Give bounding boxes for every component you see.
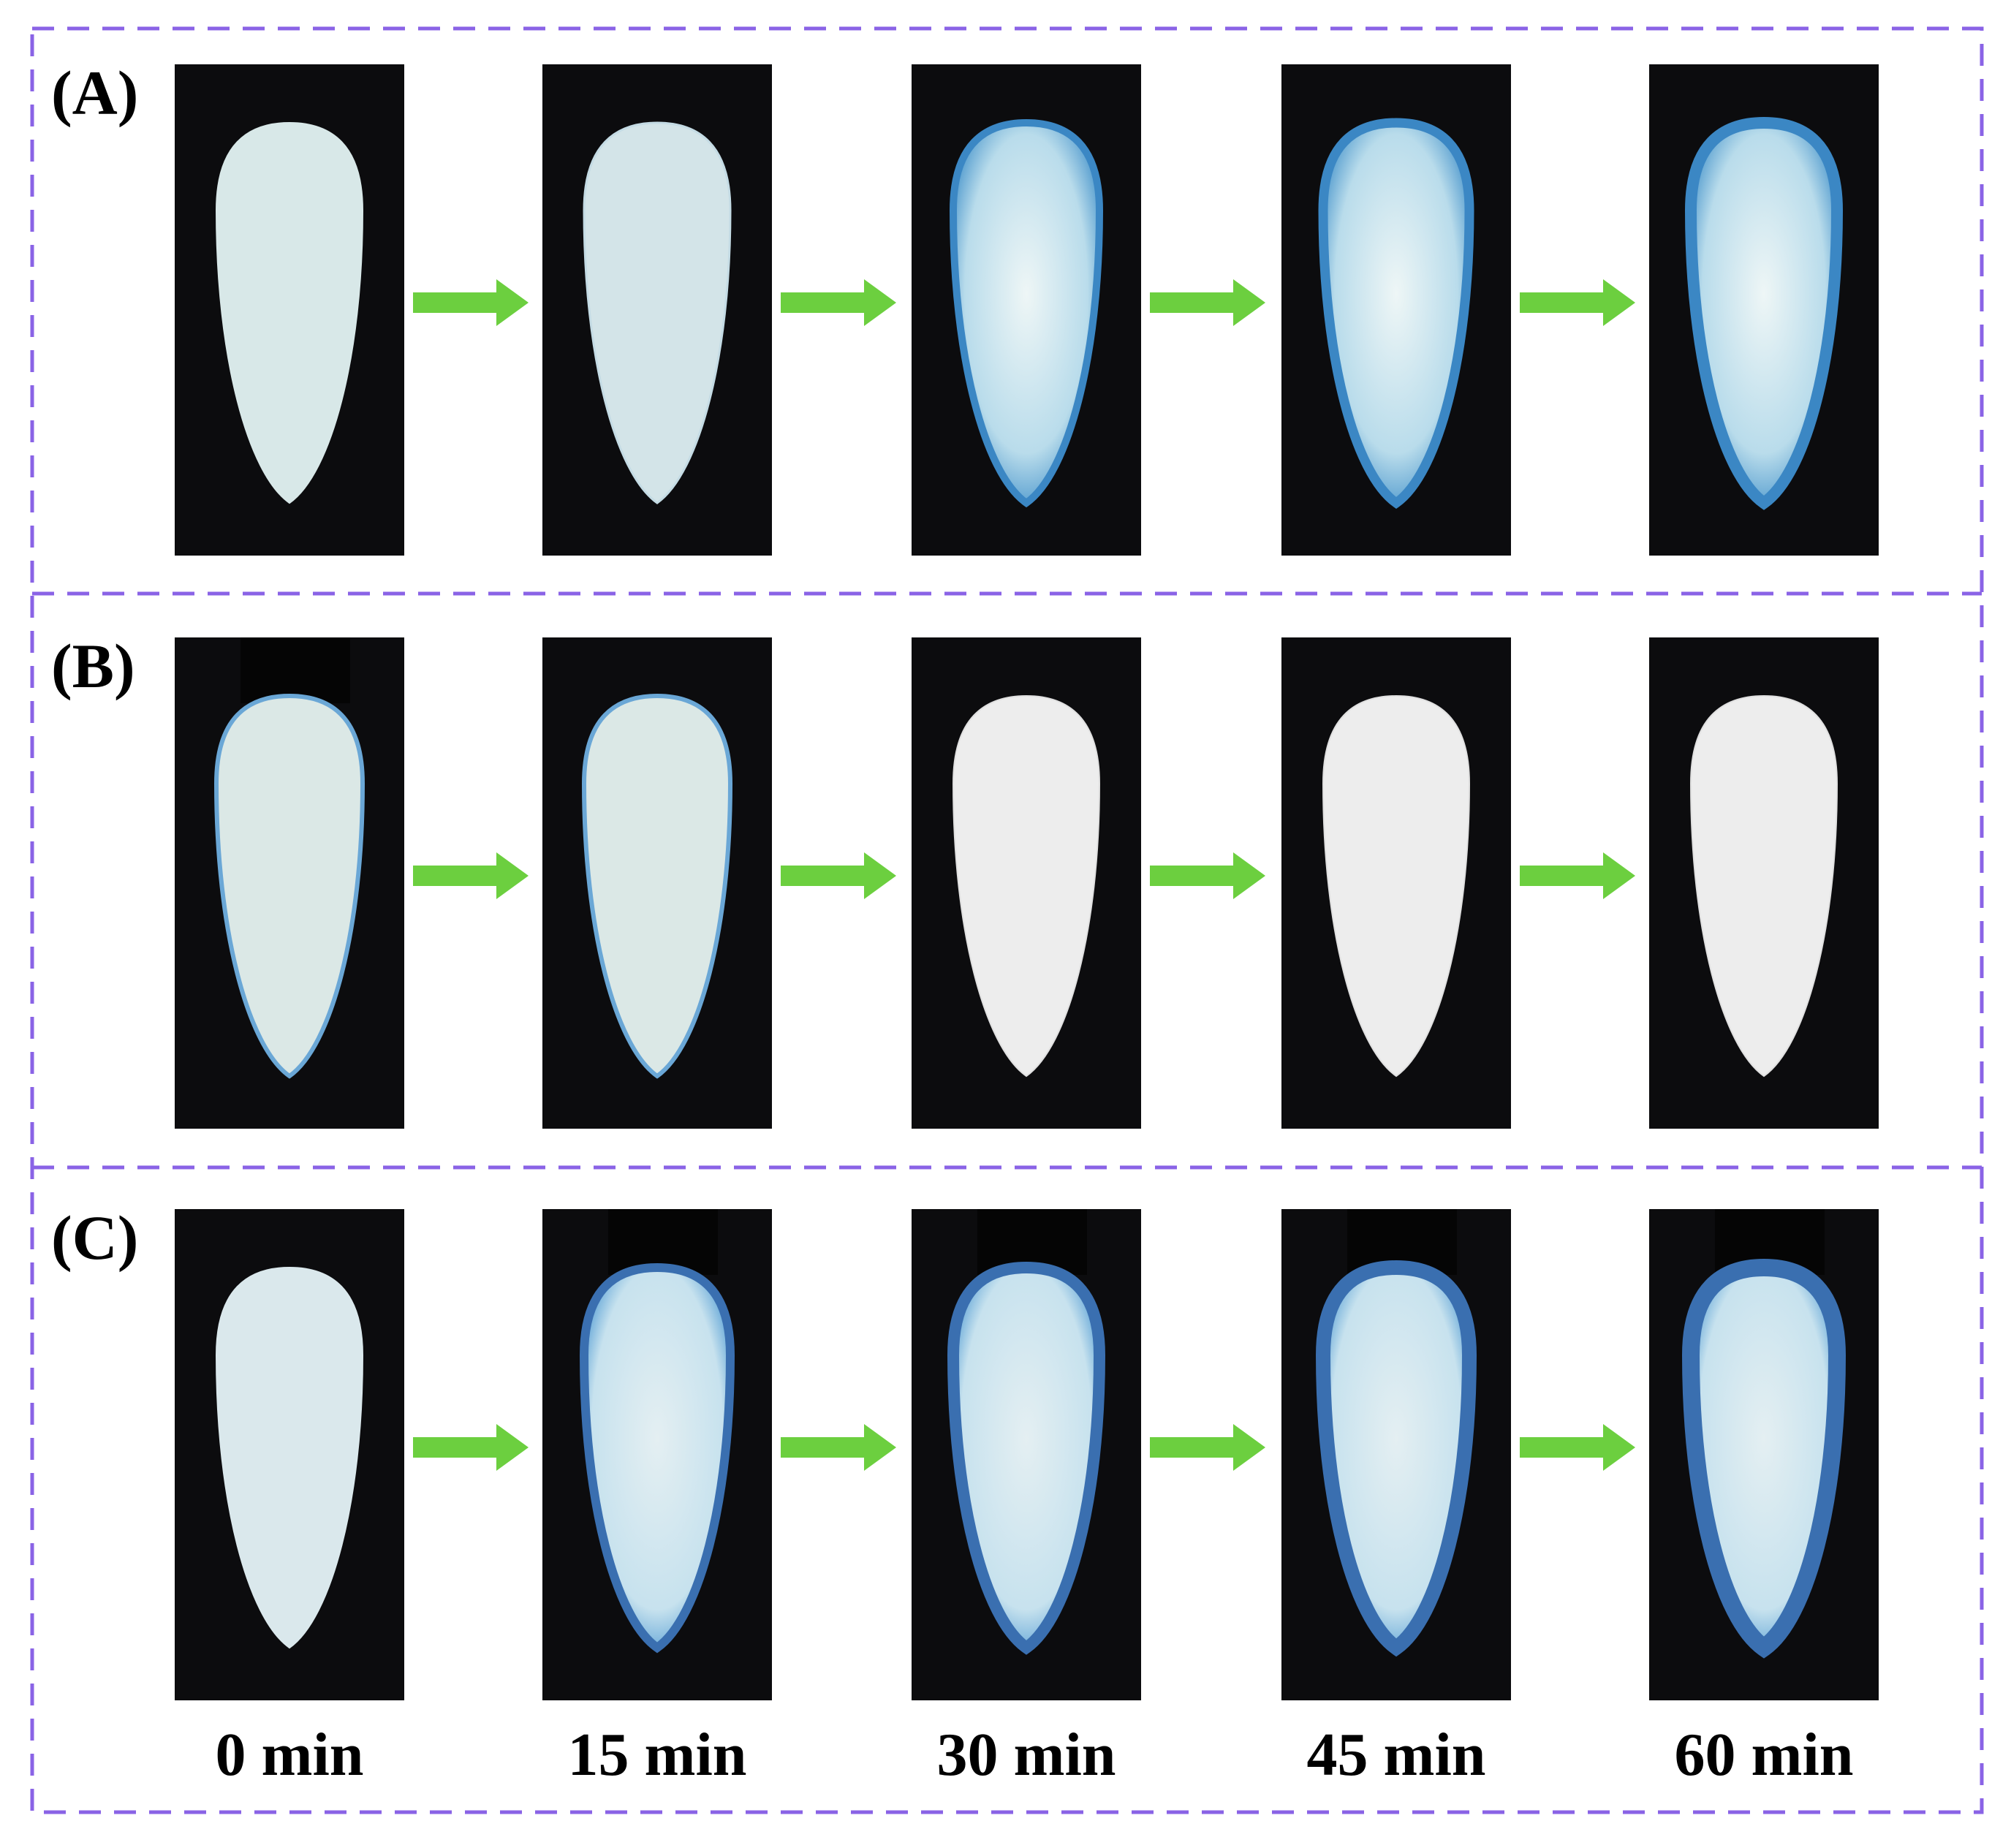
- arrow: [1150, 279, 1265, 326]
- panel-frames: [30, 26, 1984, 1814]
- sample-drop: [1684, 116, 1844, 510]
- arrow: [781, 852, 896, 899]
- arrow: [1520, 1424, 1635, 1471]
- arrow: [781, 279, 896, 326]
- sample-drop: [949, 118, 1104, 508]
- sample-drop: [952, 694, 1101, 1078]
- sample-drop: [579, 1262, 735, 1654]
- arrow: [1520, 852, 1635, 899]
- sample-drop: [583, 121, 732, 504]
- photo: [175, 1209, 404, 1700]
- panel-label: (C): [51, 1203, 138, 1273]
- time-label: 45 min: [1306, 1721, 1485, 1789]
- sample-drop: [1689, 694, 1838, 1078]
- sample-drop: [581, 693, 733, 1079]
- sample-drop: [1681, 1258, 1847, 1659]
- time-label: 0 min: [215, 1721, 363, 1789]
- photo: [1281, 637, 1511, 1129]
- photo: [1281, 1209, 1511, 1700]
- photo: [542, 637, 772, 1129]
- photo: [1649, 64, 1879, 556]
- sample-drop: [1322, 694, 1471, 1078]
- photo: [175, 637, 404, 1129]
- holder: [241, 637, 350, 703]
- sample-drop: [215, 1266, 364, 1649]
- photo: [175, 64, 404, 556]
- photo: [912, 64, 1141, 556]
- arrow: [1520, 279, 1635, 326]
- time-label: 30 min: [936, 1721, 1116, 1789]
- photo: [1281, 64, 1511, 556]
- arrow: [1150, 1424, 1265, 1471]
- panel-label: (A): [51, 58, 138, 128]
- sample-drop: [1315, 1260, 1477, 1657]
- photo: [542, 1209, 772, 1700]
- photo: [912, 1209, 1141, 1700]
- photo: [912, 637, 1141, 1129]
- photo: [1649, 1209, 1879, 1700]
- arrow: [781, 1424, 896, 1471]
- sample-drop: [1318, 118, 1474, 509]
- photo: [542, 64, 772, 556]
- sample-drop: [947, 1261, 1106, 1655]
- panel-label: (B): [51, 631, 135, 701]
- photo: [1649, 637, 1879, 1129]
- outer-frame: [30, 26, 1984, 1814]
- arrow: [1150, 852, 1265, 899]
- sample-drop: [215, 121, 364, 504]
- arrow: [413, 852, 529, 899]
- arrow: [413, 279, 529, 326]
- arrow: [413, 1424, 529, 1471]
- time-label: 15 min: [567, 1721, 746, 1789]
- photo-grid: (A) (B) (C) 0 min 15 min 30 min 45 min 60 min: [51, 58, 1879, 1789]
- time-label: 60 min: [1674, 1721, 1853, 1789]
- sample-drop: [213, 693, 366, 1079]
